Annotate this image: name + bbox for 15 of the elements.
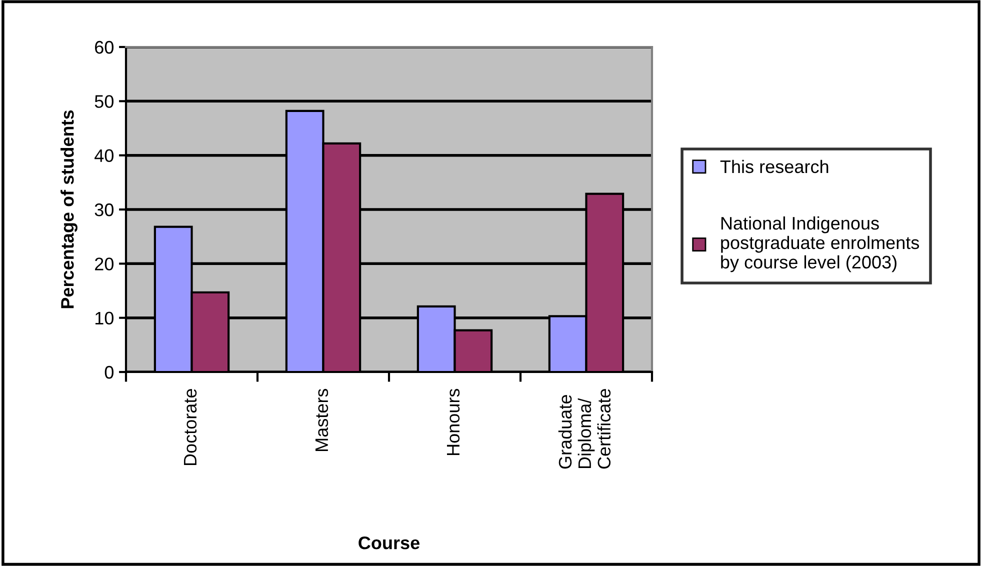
y-tick-label: 10 xyxy=(95,312,114,325)
y-axis-title: Percentage of students xyxy=(60,110,78,308)
x-tick-label: Graduate Diploma/ Certificate xyxy=(558,389,611,469)
y-tick-label: 40 xyxy=(94,149,114,162)
x-tick-label: Honours xyxy=(446,388,460,456)
y-tick-label: 50 xyxy=(94,95,114,108)
legend-label: National Indigenous postgraduate enrolments by course level (2003) xyxy=(721,216,920,272)
y-tick-label: 20 xyxy=(95,258,114,270)
y-tick-label: 30 xyxy=(94,203,114,216)
y-tick-label: 60 xyxy=(95,40,114,54)
x-tick-label: Masters xyxy=(315,388,328,451)
y-tick-label: 0 xyxy=(104,366,114,379)
legend-label: This research xyxy=(720,160,828,174)
x-tick-label: Doctorate xyxy=(184,389,197,466)
x-axis-title: Course xyxy=(358,536,420,550)
